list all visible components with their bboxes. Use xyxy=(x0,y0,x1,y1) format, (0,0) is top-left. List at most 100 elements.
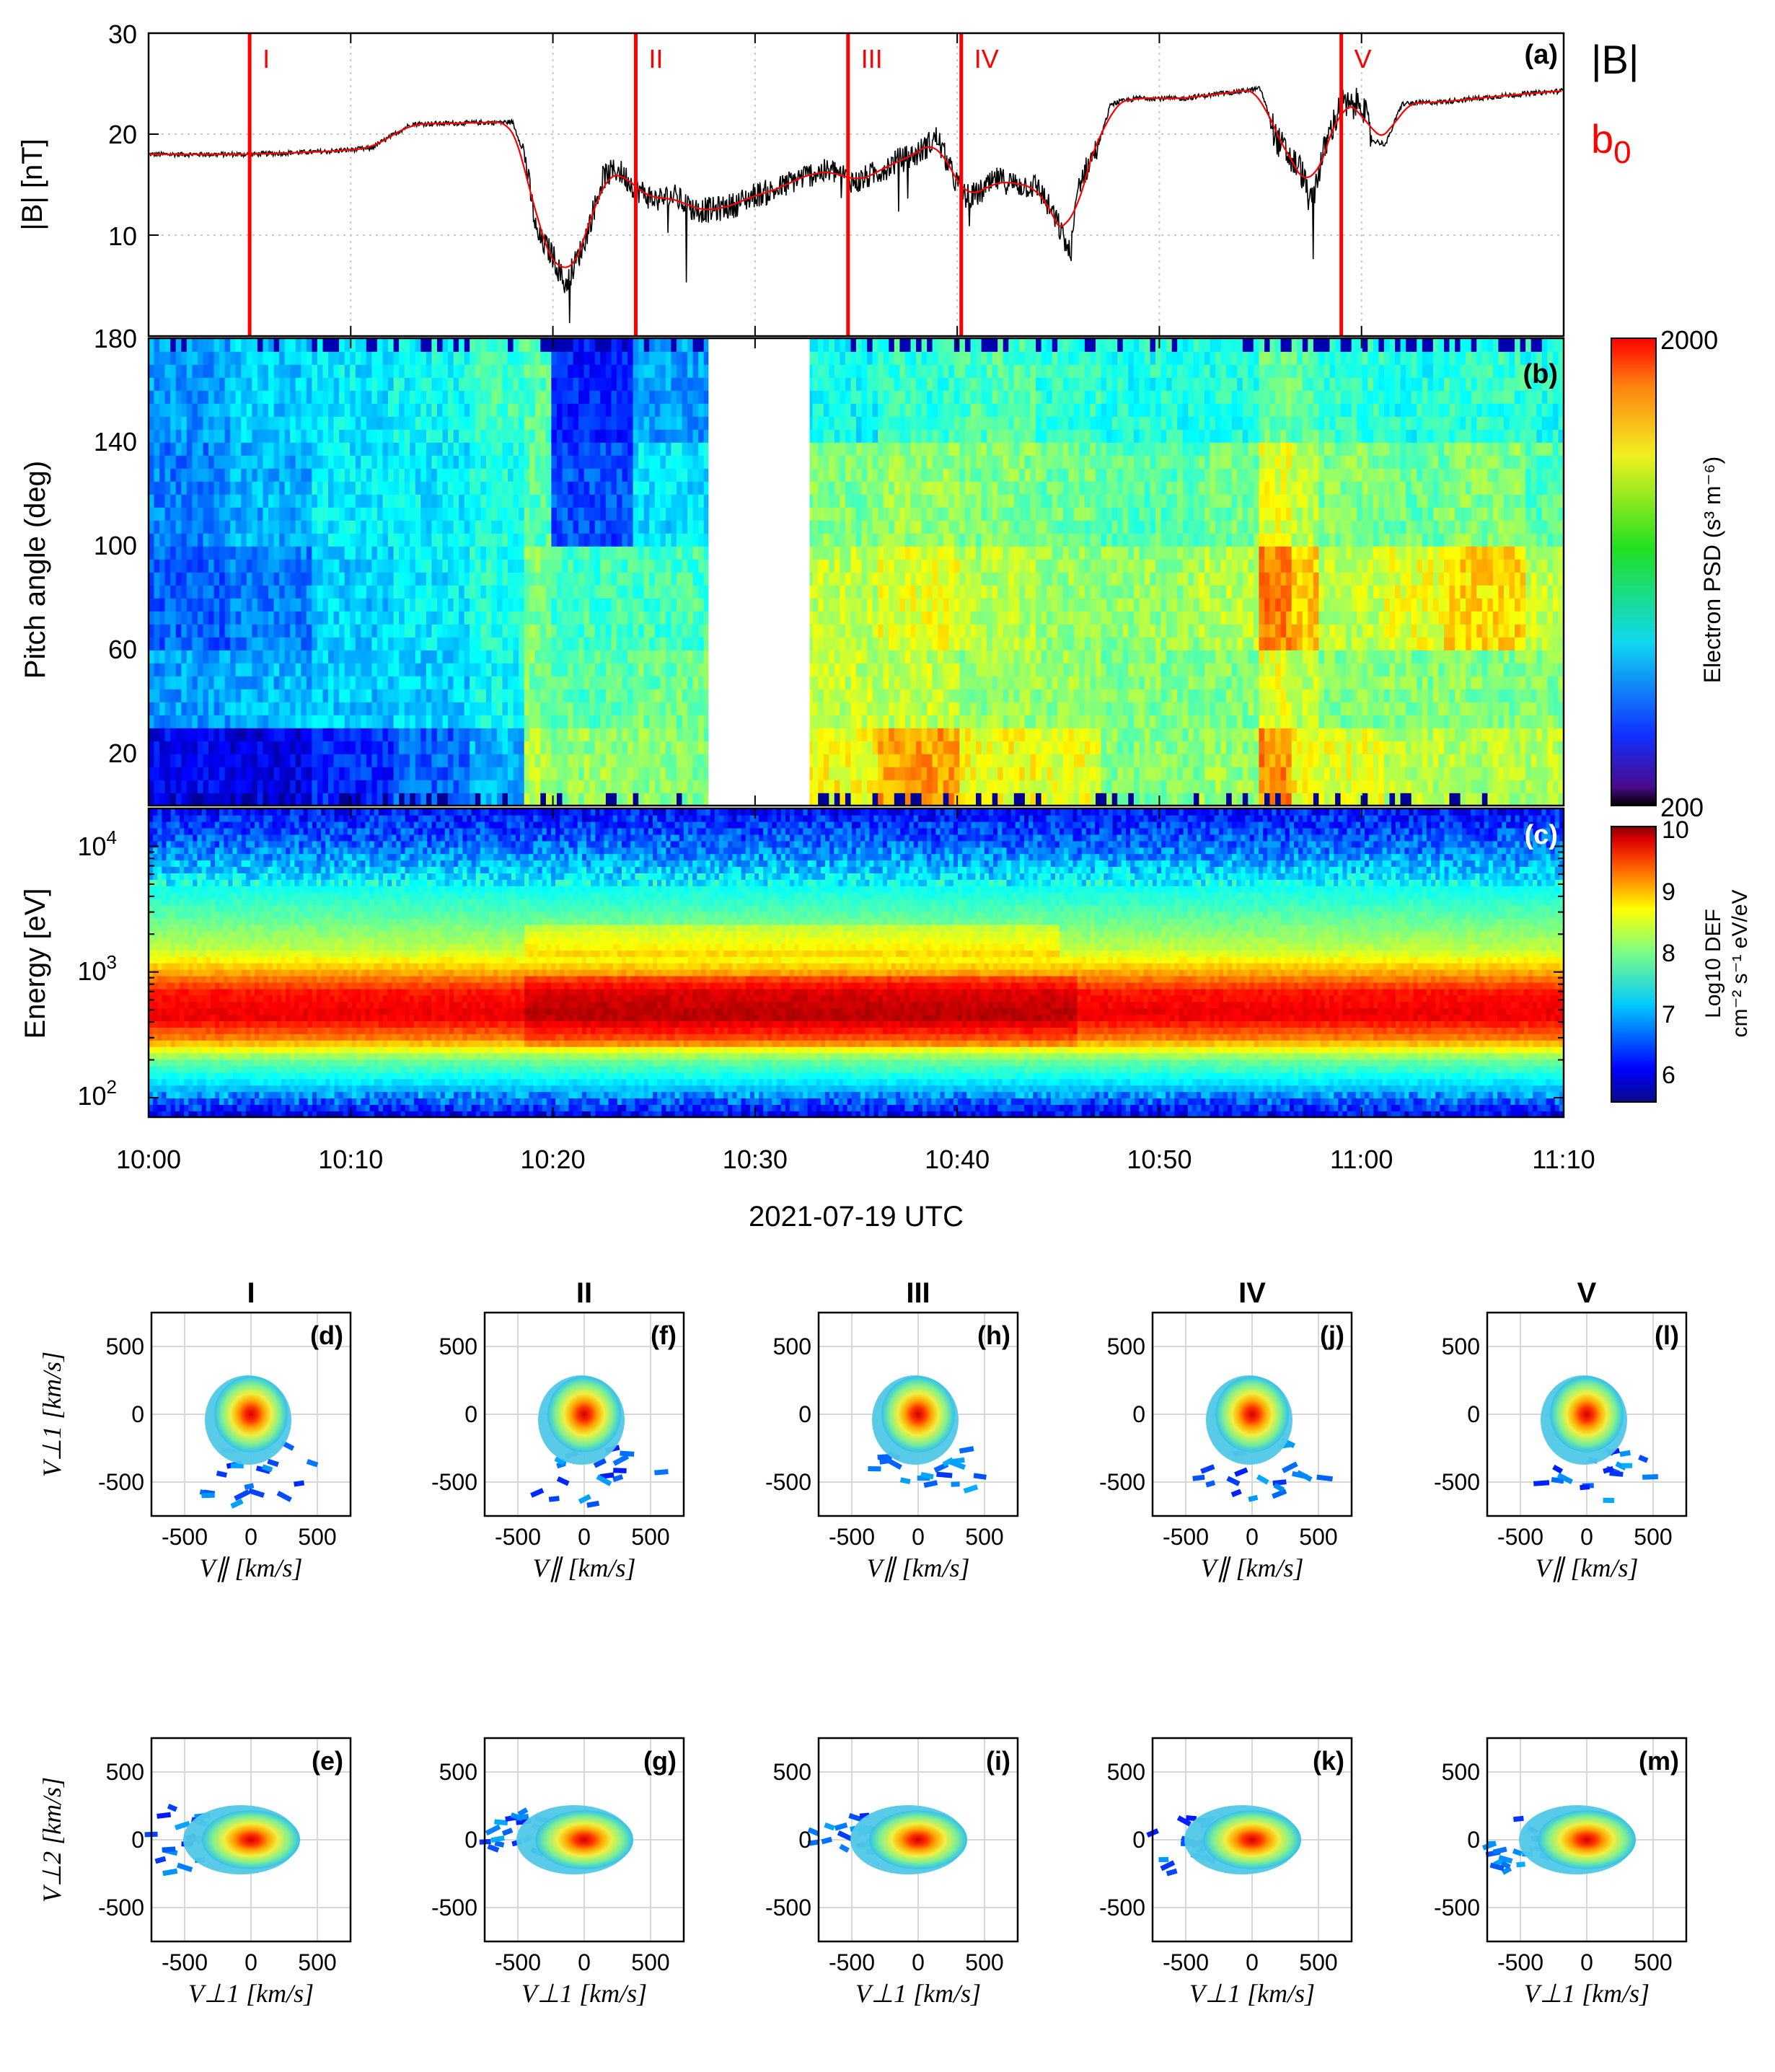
def-cell xyxy=(489,827,494,835)
def-cell xyxy=(537,1052,543,1060)
def-cell xyxy=(409,866,415,873)
def-cell xyxy=(153,860,158,867)
def-cell xyxy=(255,1052,260,1060)
def-cell xyxy=(228,963,234,970)
def-cell xyxy=(290,988,296,996)
def-cell xyxy=(286,969,291,977)
def-cell xyxy=(210,1008,216,1015)
def-cell xyxy=(325,821,331,829)
def-cell xyxy=(449,1085,454,1093)
def-cell xyxy=(201,943,207,951)
def-cell xyxy=(418,969,423,977)
def-cell xyxy=(281,1111,286,1117)
def-cell xyxy=(413,963,419,970)
def-cell xyxy=(511,840,516,848)
def-cell xyxy=(550,930,556,938)
def-cell xyxy=(480,1098,485,1105)
def-cell xyxy=(383,847,388,855)
def-cell xyxy=(245,930,251,938)
def-cell xyxy=(290,924,296,932)
def-cell xyxy=(307,1098,313,1105)
def-cell xyxy=(149,827,154,835)
def-cell xyxy=(591,904,596,912)
def-cell xyxy=(537,1098,543,1105)
def-cell xyxy=(533,988,539,996)
def-cell xyxy=(405,886,410,893)
def-cell xyxy=(595,1085,601,1093)
def-cell xyxy=(179,853,185,861)
def-cell xyxy=(591,873,596,880)
def-cell xyxy=(586,873,591,880)
def-cell xyxy=(188,1046,194,1054)
def-cell xyxy=(179,1001,185,1009)
def-cell xyxy=(303,937,309,944)
def-cell xyxy=(307,847,313,855)
def-cell xyxy=(533,1111,539,1117)
def-cell xyxy=(462,1111,468,1117)
def-cell xyxy=(396,930,402,938)
def-cell xyxy=(188,1027,194,1034)
def-cell xyxy=(232,886,238,893)
def-cell xyxy=(334,808,340,816)
def-cell xyxy=(511,924,516,932)
def-cell xyxy=(577,840,583,848)
def-cell xyxy=(361,1111,366,1117)
def-cell xyxy=(387,930,392,938)
def-cell xyxy=(413,1098,419,1105)
def-cell xyxy=(369,1001,375,1009)
def-cell xyxy=(427,886,433,893)
def-cell xyxy=(405,860,410,867)
def-cell xyxy=(599,943,605,951)
def-cell xyxy=(475,995,481,1002)
def-cell xyxy=(356,904,362,912)
def-cell xyxy=(210,1027,216,1034)
def-cell xyxy=(493,975,499,983)
def-cell xyxy=(560,904,565,912)
def-cell xyxy=(175,1111,180,1117)
def-cell xyxy=(392,879,397,886)
def-cell xyxy=(312,995,317,1002)
def-cell xyxy=(546,982,552,989)
def-cell xyxy=(533,904,539,912)
def-cell xyxy=(330,898,335,906)
def-cell xyxy=(162,808,167,816)
def-cell xyxy=(493,937,499,944)
def-cell xyxy=(471,904,477,912)
def-cell xyxy=(179,963,185,970)
def-cell xyxy=(330,1046,335,1054)
def-cell xyxy=(573,886,578,893)
def-cell xyxy=(347,1091,353,1098)
def-cell xyxy=(458,1001,464,1009)
def-cell xyxy=(369,1033,375,1041)
def-cell xyxy=(374,860,379,867)
def-cell xyxy=(577,1085,583,1093)
def-cell xyxy=(241,1078,247,1086)
def-cell xyxy=(149,950,154,957)
def-cell xyxy=(184,866,189,873)
def-cell xyxy=(268,1040,273,1047)
def-cell xyxy=(485,943,490,951)
def-cell xyxy=(502,969,508,977)
def-cell xyxy=(184,814,189,822)
def-cell xyxy=(591,1065,596,1073)
def-cell xyxy=(577,891,583,899)
def-cell xyxy=(219,1008,224,1015)
def-cell xyxy=(462,1033,468,1041)
def-cell xyxy=(502,975,508,983)
def-cell xyxy=(409,808,415,816)
def-cell xyxy=(290,1111,296,1117)
def-cell xyxy=(378,1008,384,1015)
def-cell xyxy=(188,963,194,970)
def-cell xyxy=(170,891,176,899)
def-cell xyxy=(276,1014,282,1021)
def-cell xyxy=(303,866,309,873)
def-cell xyxy=(312,904,317,912)
def-cell xyxy=(595,1001,601,1009)
def-cell xyxy=(193,879,198,886)
def-cell xyxy=(515,898,521,906)
def-cell xyxy=(294,969,300,977)
def-cell xyxy=(338,1091,344,1098)
def-cell xyxy=(290,847,296,855)
def-cell xyxy=(444,1098,450,1105)
def-cell xyxy=(201,821,207,829)
